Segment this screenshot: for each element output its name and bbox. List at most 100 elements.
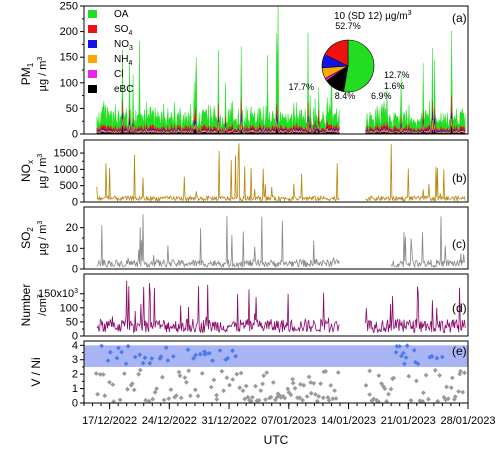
panel-e: 0 1 2 3 4 V / Ni (e) [29, 340, 469, 410]
y-tick-label: 10 [66, 243, 78, 255]
scatter-point [282, 395, 288, 401]
legend-label: Cl [114, 69, 123, 80]
scatter-point [97, 372, 103, 377]
scatter-point [263, 397, 268, 402]
scatter-point [207, 350, 212, 356]
scatter-point [188, 393, 193, 399]
y-tick-label: 150 [60, 52, 78, 64]
series-line [96, 143, 466, 203]
scatter-point [132, 354, 138, 360]
scatter-point [314, 398, 320, 404]
scatter-point [210, 358, 215, 363]
y-tick-label: 100 [60, 77, 78, 89]
scatter-point [193, 352, 198, 358]
scatter-point [107, 349, 113, 355]
scatter-point [462, 370, 467, 376]
scatter-point [441, 394, 447, 400]
panel-e-frame [83, 340, 469, 404]
scatter-point [160, 374, 165, 380]
pie-slice-label: 6.9% [371, 91, 392, 101]
scatter-point [448, 385, 454, 391]
scatter-point [278, 395, 284, 400]
pie-slice [343, 39, 375, 93]
scatter-point [437, 373, 442, 378]
y-tick-label: 0 [72, 264, 78, 276]
x-tick-label: 28/01/2023 [440, 415, 495, 427]
panel-d-y-ticks: 0 50 100 150x103 [38, 288, 84, 343]
scatter-point [326, 398, 332, 403]
y-tick-label: 4 [72, 340, 78, 352]
panel-e-label: (e) [452, 344, 467, 358]
scatter-point [248, 398, 254, 404]
scatter-point [328, 383, 334, 388]
scatter-point [371, 396, 377, 402]
scatter-point [399, 353, 404, 359]
panel-e-y-ticks: 0 1 2 3 4 [72, 340, 84, 410]
panel-b-label: (b) [452, 171, 467, 185]
series-line [96, 214, 466, 269]
scatter-point [258, 388, 264, 393]
panel-b-yunit: µg / m3 [37, 154, 49, 189]
scatter-point [423, 372, 429, 378]
panel-c-y-ticks: 0 10 20 [66, 222, 84, 276]
y-tick-label: 0 [72, 398, 78, 410]
scatter-point [203, 351, 209, 356]
legend-label: eBC [114, 84, 133, 95]
scatter-point [137, 367, 143, 373]
scatter-point [176, 369, 182, 375]
scatter-point [285, 386, 291, 392]
y-tick-label: 1000 [54, 164, 78, 176]
scatter-point [429, 354, 435, 359]
scatter-point [168, 387, 174, 392]
y-tick-label: 200 [60, 26, 78, 38]
number-concentration-series [96, 280, 466, 334]
scatter-point [449, 375, 455, 381]
scatter-point [313, 392, 318, 397]
scatter-point [105, 358, 111, 363]
scatter-point [230, 348, 235, 354]
scatter-point [388, 386, 394, 392]
inset-pie-chart: 52.7% 12.7%1.6%6.9% 8.4% 17.7% [288, 21, 409, 101]
scatter-point [330, 396, 336, 402]
y-tick-label: 3 [72, 354, 78, 366]
y-tick-label: 0 [72, 197, 78, 209]
legend-label: OA [114, 9, 129, 20]
scatter-point [165, 358, 171, 363]
x-tick-label: 24/12/2022 [142, 415, 197, 427]
scatter-point [301, 382, 307, 388]
scatter-point [178, 395, 184, 401]
scatter-point [363, 383, 369, 388]
scatter-point [238, 370, 244, 376]
scatter-point [300, 397, 305, 403]
scatter-point [233, 353, 239, 359]
scatter-point [432, 367, 438, 373]
scatter-point [125, 386, 130, 392]
legend-swatch [88, 40, 97, 48]
scatter-point [161, 397, 167, 403]
scatter-point [460, 389, 466, 395]
scatter-point [256, 397, 262, 403]
scatter-point [421, 390, 426, 396]
scatter-point [240, 388, 246, 394]
vni-scatter [84, 343, 468, 404]
scatter-point [402, 361, 407, 367]
scatter-point [335, 370, 341, 375]
panel-c-yunit: µg / m3 [37, 221, 49, 256]
panel-c-ylabel: SO2 [19, 227, 35, 249]
scatter-point [297, 395, 303, 401]
scatter-point [131, 387, 137, 393]
scatter-point [298, 382, 303, 387]
scatter-point [137, 352, 143, 358]
y-tick-label: 50 [66, 103, 78, 115]
panel-a-y-ticks: 0 50 100 150 200 250 [60, 1, 84, 141]
scatter-point [154, 386, 159, 392]
scatter-point [457, 371, 463, 377]
scatter-point [110, 382, 116, 387]
scatter-point [224, 375, 230, 381]
scatter-point [333, 396, 339, 401]
scatter-point [394, 343, 400, 349]
scatter-point [166, 396, 172, 401]
scatter-point [408, 398, 414, 403]
scatter-point [122, 371, 127, 376]
